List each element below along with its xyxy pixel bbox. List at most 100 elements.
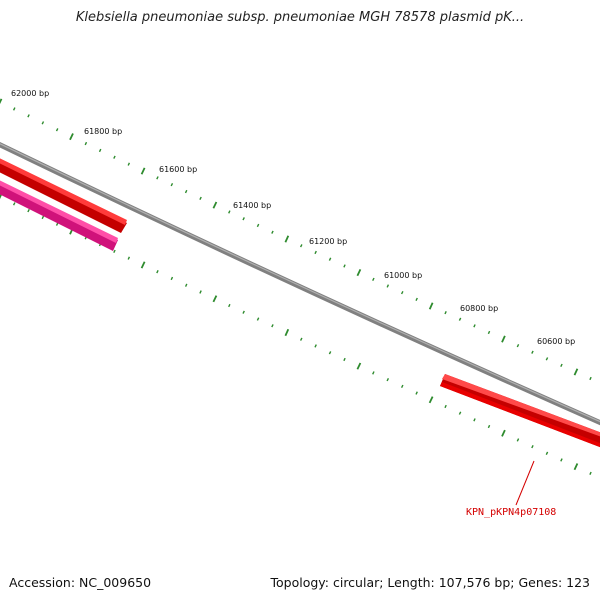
minor-tick xyxy=(487,330,491,335)
minor-tick xyxy=(328,257,332,261)
gene-feature[interactable] xyxy=(0,156,127,233)
accession-text: Accession: NC_009650 xyxy=(9,575,152,590)
minor-tick xyxy=(444,311,447,315)
scale-label: 61600 bp xyxy=(159,165,197,174)
major-tick xyxy=(428,396,434,404)
minor-tick xyxy=(531,444,534,449)
genome-backbone xyxy=(0,142,600,426)
major-tick xyxy=(573,463,579,471)
minor-tick xyxy=(299,337,303,341)
minor-tick xyxy=(314,250,317,255)
major-tick xyxy=(428,302,434,310)
minor-tick xyxy=(127,256,131,260)
minor-tick xyxy=(228,303,231,308)
minor-tick xyxy=(400,290,404,295)
minor-tick xyxy=(199,196,202,201)
inner-tick-ring xyxy=(0,193,592,475)
scale-label: 61400 bp xyxy=(233,201,271,210)
minor-tick xyxy=(372,277,375,282)
scale-label: 61800 bp xyxy=(84,127,122,136)
minor-tick xyxy=(271,324,274,328)
minor-tick xyxy=(41,121,45,125)
minor-tick xyxy=(12,202,16,206)
gene-feature-kpn-pkpn4p07108[interactable] xyxy=(440,374,600,451)
minor-tick xyxy=(127,162,131,166)
minor-tick xyxy=(545,357,549,361)
minor-tick xyxy=(256,223,260,228)
minor-tick xyxy=(487,424,491,429)
scale-labels: 62000 bp 61800 bp 61600 bp 61400 bp 6120… xyxy=(11,89,575,346)
minor-tick xyxy=(589,471,592,475)
minor-tick xyxy=(256,317,260,321)
major-tick xyxy=(212,295,218,303)
minor-tick xyxy=(560,458,563,462)
scale-label: 60800 bp xyxy=(460,304,498,313)
minor-tick xyxy=(55,128,59,132)
minor-tick xyxy=(113,249,116,254)
major-tick xyxy=(212,201,218,209)
major-tick xyxy=(284,235,290,243)
minor-tick xyxy=(170,182,174,187)
minor-tick xyxy=(27,114,30,118)
major-tick xyxy=(356,362,362,370)
minor-tick xyxy=(299,244,303,248)
minor-tick xyxy=(184,189,188,194)
major-tick xyxy=(573,368,579,376)
minor-tick xyxy=(516,438,520,442)
minor-tick xyxy=(98,148,102,153)
minor-tick xyxy=(271,230,274,234)
minor-tick xyxy=(415,391,418,395)
gene-label-leader xyxy=(515,460,535,506)
map-title: Klebsiella pneumoniae subsp. pneumoniae … xyxy=(75,10,525,25)
major-tick xyxy=(501,429,506,437)
minor-tick xyxy=(242,310,245,314)
minor-tick xyxy=(55,222,59,226)
minor-tick xyxy=(27,208,30,213)
minor-tick xyxy=(458,411,462,415)
major-tick xyxy=(356,269,362,277)
minor-tick xyxy=(415,297,418,302)
minor-tick xyxy=(458,317,462,321)
minor-tick xyxy=(516,343,520,348)
minor-tick xyxy=(372,371,375,375)
minor-tick xyxy=(386,377,390,382)
major-tick xyxy=(140,167,146,175)
minor-tick xyxy=(242,217,245,221)
major-tick xyxy=(69,133,74,141)
genome-summary-text: Topology: circular; Length: 107,576 bp; … xyxy=(270,575,591,590)
minor-tick xyxy=(314,344,317,348)
minor-tick xyxy=(41,215,45,220)
minor-tick xyxy=(170,276,174,281)
minor-tick xyxy=(199,290,202,294)
major-tick xyxy=(0,98,3,105)
gene-label[interactable]: KPN_pKPN4p07108 xyxy=(466,507,556,518)
minor-tick xyxy=(473,418,476,422)
minor-tick xyxy=(12,107,16,111)
major-tick xyxy=(140,261,146,269)
minor-tick xyxy=(473,324,476,328)
genome-backbone-highlight xyxy=(0,143,600,423)
minor-tick xyxy=(328,351,332,355)
scale-label: 60600 bp xyxy=(537,337,575,346)
minor-tick xyxy=(386,284,390,288)
scale-label: 61000 bp xyxy=(384,271,422,280)
minor-tick xyxy=(343,357,346,362)
major-tick xyxy=(501,335,506,343)
minor-tick xyxy=(184,283,188,287)
minor-tick xyxy=(343,264,346,268)
outer-tick-ring xyxy=(0,98,592,381)
minor-tick xyxy=(84,141,88,146)
minor-tick xyxy=(531,350,534,354)
scale-label: 61200 bp xyxy=(309,237,347,246)
minor-tick xyxy=(589,376,592,381)
minor-tick xyxy=(113,155,116,159)
gene-feature[interactable] xyxy=(0,178,118,251)
scale-label: 62000 bp xyxy=(11,89,49,98)
minor-tick xyxy=(228,210,231,214)
minor-tick xyxy=(400,384,404,389)
minor-tick xyxy=(156,270,159,274)
minor-tick xyxy=(545,451,549,455)
major-tick xyxy=(284,328,290,337)
minor-tick xyxy=(444,404,447,409)
